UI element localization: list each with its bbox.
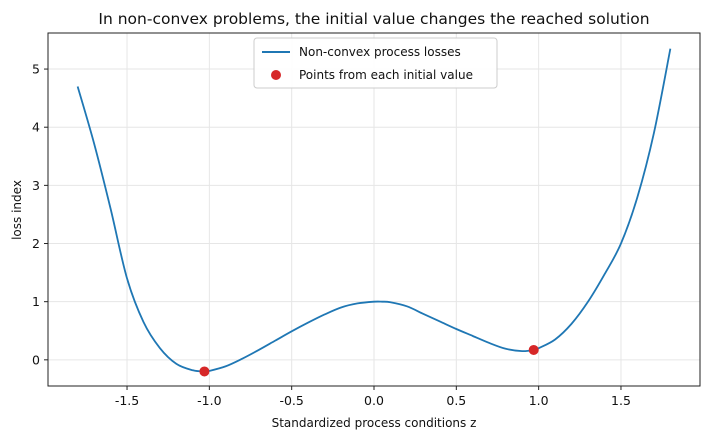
y-tick-label: 1 xyxy=(32,294,40,309)
x-tick-label: 0.0 xyxy=(364,393,384,408)
x-axis-label: Standardized process conditions z xyxy=(272,416,477,430)
y-tick-label: 3 xyxy=(32,178,40,193)
x-tick-label: -0.5 xyxy=(279,393,303,408)
legend-box xyxy=(253,37,498,89)
y-axis: 0 1 2 3 4 5 xyxy=(32,62,48,367)
legend-point-swatch xyxy=(271,70,281,80)
y-tick-label: 5 xyxy=(32,62,40,77)
scatter-point xyxy=(528,344,539,355)
x-tick-label: 1.0 xyxy=(529,393,549,408)
scatter-point xyxy=(199,366,210,377)
y-axis-label: loss index xyxy=(10,180,24,240)
y-tick-label: 4 xyxy=(32,120,40,135)
chart-title: In non-convex problems, the initial valu… xyxy=(98,10,649,28)
y-tick-label: 2 xyxy=(32,236,40,251)
x-tick-label: 1.5 xyxy=(611,393,631,408)
series-line-loss-curve xyxy=(76,48,672,373)
legend-entry-line: Non-convex process losses xyxy=(299,45,461,59)
x-axis: -1.5 -1.0 -0.5 0.0 0.5 1.0 1.5 xyxy=(115,386,631,408)
legend: Non-convex process losses Points from ea… xyxy=(253,37,498,89)
x-tick-label: -1.5 xyxy=(115,393,139,408)
x-tick-label: 0.5 xyxy=(446,393,466,408)
plot-area xyxy=(76,48,672,377)
x-tick-label: -1.0 xyxy=(197,393,221,408)
legend-entry-points: Points from each initial value xyxy=(299,68,473,82)
y-tick-label: 0 xyxy=(32,352,40,367)
